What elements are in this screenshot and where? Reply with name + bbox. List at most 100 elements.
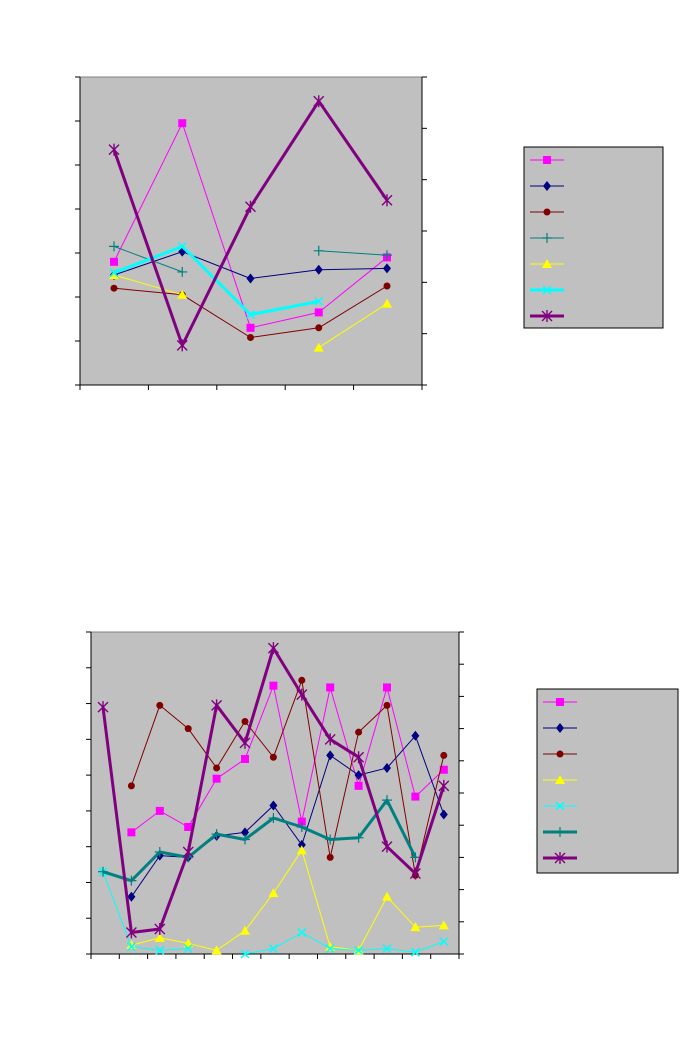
data-point	[155, 945, 165, 955]
data-point	[268, 944, 278, 954]
series-line	[130, 679, 445, 876]
series-line	[102, 871, 444, 955]
data-point	[354, 781, 363, 790]
data-point	[313, 245, 324, 256]
legend-marker	[555, 801, 565, 811]
data-point	[382, 298, 392, 308]
data-point	[246, 273, 255, 284]
data-point	[178, 119, 187, 128]
data-point	[439, 936, 449, 947]
data-point	[269, 800, 278, 811]
data-point	[177, 289, 188, 299]
data-point	[154, 847, 165, 858]
data-point	[213, 764, 221, 772]
data-point	[127, 891, 136, 902]
data-point	[241, 755, 249, 764]
data-point	[109, 241, 119, 252]
data-point	[126, 875, 137, 886]
data-point	[324, 733, 336, 746]
data-point	[355, 728, 363, 736]
legend-marker	[556, 698, 564, 706]
series-1	[127, 681, 448, 837]
data-point	[313, 342, 324, 352]
data-point	[125, 926, 137, 939]
data-point	[127, 782, 135, 790]
data-point	[410, 922, 421, 932]
data-point	[382, 891, 392, 901]
data-point	[211, 699, 223, 712]
data-point	[314, 308, 323, 317]
data-point	[269, 753, 277, 761]
data-point	[156, 701, 164, 709]
data-point	[382, 944, 392, 954]
data-point	[439, 765, 448, 774]
series-7	[97, 642, 450, 939]
series-7	[108, 95, 393, 352]
data-point	[177, 266, 188, 277]
data-point	[182, 846, 194, 859]
data-point	[298, 676, 306, 684]
data-point	[211, 945, 222, 955]
data-point	[110, 284, 118, 292]
data-point	[353, 832, 364, 843]
data-point	[438, 920, 449, 930]
series-line	[113, 274, 388, 349]
legend-marker	[541, 310, 553, 322]
legend-marker	[554, 852, 566, 864]
data-point	[326, 750, 335, 761]
plot-area	[90, 631, 460, 955]
data-point	[155, 806, 164, 815]
data-point	[109, 270, 119, 279]
legend-marker	[556, 723, 564, 733]
data-point	[383, 263, 391, 274]
data-point	[240, 949, 250, 959]
data-point	[411, 792, 420, 801]
data-point	[382, 795, 392, 806]
data-point	[297, 928, 307, 938]
data-point	[383, 683, 391, 692]
legend-marker	[555, 827, 565, 837]
legend-marker	[555, 775, 565, 784]
data-point	[268, 888, 279, 898]
series-3	[110, 282, 391, 341]
data-point	[177, 241, 187, 251]
data-point	[247, 333, 254, 341]
data-point	[154, 922, 166, 935]
data-point	[297, 817, 306, 826]
series-5	[109, 270, 392, 352]
data-point	[383, 282, 391, 290]
data-point	[240, 834, 250, 845]
data-point	[383, 701, 391, 709]
data-point	[212, 774, 221, 783]
chart-top	[75, 76, 664, 390]
data-point	[267, 642, 279, 655]
data-point	[353, 751, 365, 764]
data-point	[239, 736, 251, 749]
data-point	[410, 852, 421, 863]
data-point	[439, 809, 448, 820]
data-point	[409, 867, 421, 880]
data-point	[438, 779, 450, 792]
data-point	[176, 339, 188, 352]
data-point	[184, 822, 193, 831]
data-point	[241, 717, 249, 725]
data-point	[382, 250, 392, 261]
data-point	[354, 945, 364, 955]
data-point	[354, 770, 363, 781]
data-point	[110, 257, 118, 266]
data-point	[97, 701, 109, 714]
series-line	[131, 849, 444, 951]
data-point	[325, 834, 336, 845]
data-point	[381, 840, 393, 853]
data-point	[245, 200, 256, 213]
data-point	[315, 324, 323, 332]
series-line	[102, 798, 417, 883]
chart-bottom	[86, 631, 679, 959]
data-point	[98, 866, 108, 877]
series-6	[109, 241, 324, 320]
legend-marker	[543, 208, 551, 216]
data-point	[268, 813, 279, 824]
data-point	[296, 845, 307, 855]
series-line	[131, 685, 445, 833]
